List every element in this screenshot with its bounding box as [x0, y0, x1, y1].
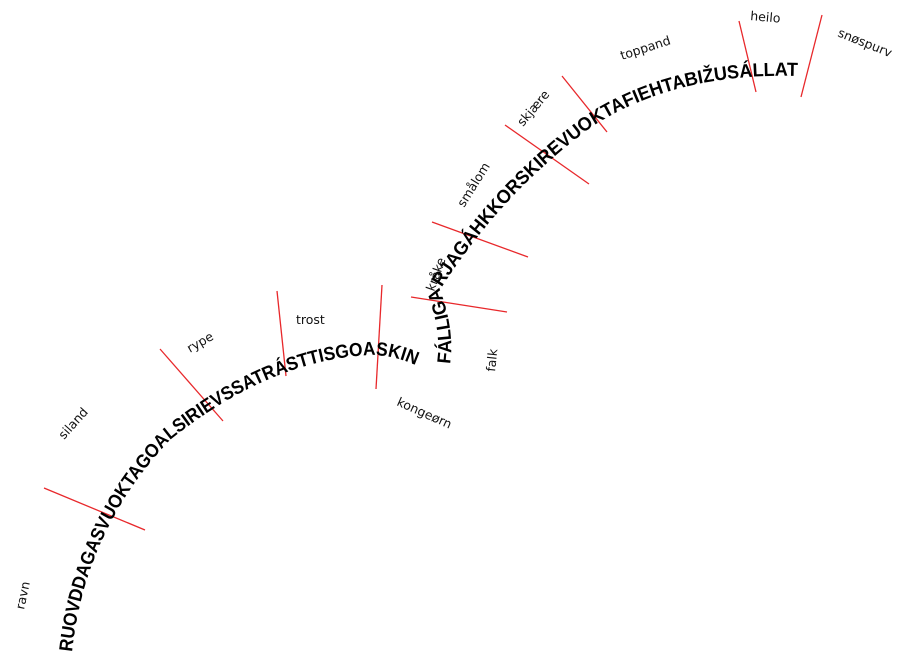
sami-name-text-arc-2: FÁLLIGARJAGÁHKKORSKIREVUOKTAFIEHTABIŽUSÁ…	[424, 60, 798, 365]
norwegian-name-snospurv: snøspurv	[836, 25, 895, 60]
separator-line	[276, 290, 287, 377]
separator-line	[410, 296, 508, 313]
sami-name: FÁLLI	[432, 312, 457, 364]
norwegian-labels: ravn siland rype trost kongeørn falk krå…	[12, 8, 895, 611]
separator-line	[43, 487, 146, 531]
separator-line	[561, 75, 608, 133]
sami-name: BIŽUS	[683, 62, 741, 92]
sami-name: VUOKTAGOALSI	[92, 411, 195, 534]
separator-line	[504, 124, 590, 185]
norwegian-name-rype: rype	[184, 328, 216, 355]
separator-line	[375, 284, 383, 390]
separator-line	[800, 14, 823, 98]
sami-name: GÁHKKOR	[449, 175, 526, 260]
norwegian-name-heilo: heilo	[750, 8, 781, 26]
sami-name: RIEVSSAT	[182, 366, 268, 428]
sami-name: ÁLLAT	[738, 60, 798, 83]
separator-line	[159, 348, 224, 422]
sami-name: RÁSTTIS	[259, 343, 337, 385]
sami-name-text-arc-1: RUOVDDAGASVUOKTAGOALSIRIEVSSATRÁSTTISGOA…	[56, 339, 422, 653]
norwegian-name-siland: siland	[55, 404, 91, 442]
separator-line	[431, 221, 529, 258]
sami-name: SKIRE	[511, 137, 566, 190]
separator-lines	[43, 14, 823, 531]
sami-name: RUOVDDAGAS	[56, 525, 110, 653]
norwegian-name-toppand: toppand	[618, 33, 672, 63]
norwegian-name-falk: falk	[483, 347, 500, 372]
norwegian-name-ravn: ravn	[12, 580, 33, 611]
norwegian-name-kongeorn: kongeørn	[395, 394, 455, 431]
separator-line	[738, 20, 757, 93]
norwegian-name-trost: trost	[296, 312, 325, 327]
norwegian-name-skjaere: skjære	[514, 87, 553, 129]
sami-name: VUOKTAFIEHTA	[553, 71, 688, 153]
